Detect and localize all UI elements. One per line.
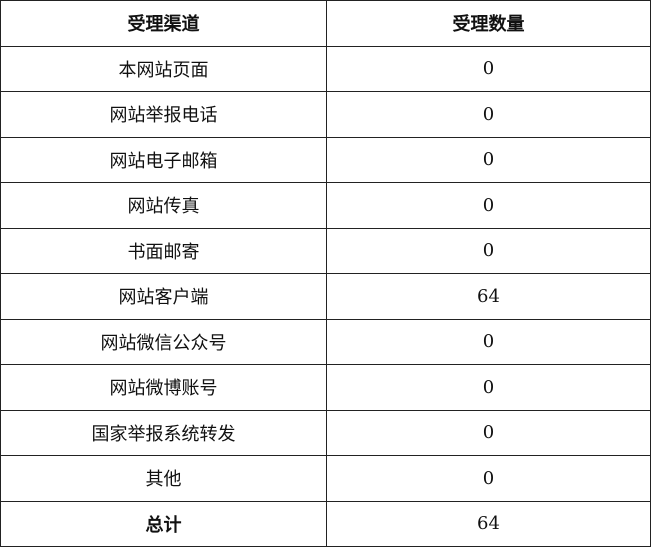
table-row: 本网站页面 0 xyxy=(0,45,651,92)
total-row: 总计 64 xyxy=(0,500,651,547)
table-row: 网站微博账号 0 xyxy=(0,364,651,411)
table-row: 网站微信公众号 0 xyxy=(0,318,651,365)
header-channel: 受理渠道 xyxy=(0,0,327,47)
channel-cell: 本网站页面 xyxy=(0,45,327,92)
channel-cell: 其他 xyxy=(0,455,327,502)
channel-cell: 网站传真 xyxy=(0,182,327,229)
channel-cell: 国家举报系统转发 xyxy=(0,409,327,456)
count-cell: 0 xyxy=(326,227,651,274)
count-cell: 0 xyxy=(326,45,651,92)
count-cell: 0 xyxy=(326,409,651,456)
channel-cell: 网站客户端 xyxy=(0,273,327,320)
table-row: 网站举报电话 0 xyxy=(0,91,651,138)
table-row: 网站电子邮箱 0 xyxy=(0,136,651,183)
count-cell: 0 xyxy=(326,318,651,365)
table-row: 网站客户端 64 xyxy=(0,273,651,320)
table-row: 其他 0 xyxy=(0,455,651,502)
count-cell: 0 xyxy=(326,455,651,502)
total-count: 64 xyxy=(326,500,651,547)
count-cell: 0 xyxy=(326,364,651,411)
count-cell: 0 xyxy=(326,182,651,229)
count-cell: 0 xyxy=(326,136,651,183)
channel-cell: 网站电子邮箱 xyxy=(0,136,327,183)
channel-cell: 网站举报电话 xyxy=(0,91,327,138)
count-cell: 64 xyxy=(326,273,651,320)
count-cell: 0 xyxy=(326,91,651,138)
table-row: 书面邮寄 0 xyxy=(0,227,651,274)
channel-cell: 书面邮寄 xyxy=(0,227,327,274)
table-row: 国家举报系统转发 0 xyxy=(0,409,651,456)
channel-cell: 网站微信公众号 xyxy=(0,318,327,365)
header-row: 受理渠道 受理数量 xyxy=(0,0,651,47)
header-count: 受理数量 xyxy=(326,0,651,47)
total-label: 总计 xyxy=(0,500,327,547)
channel-cell: 网站微博账号 xyxy=(0,364,327,411)
table-row: 网站传真 0 xyxy=(0,182,651,229)
